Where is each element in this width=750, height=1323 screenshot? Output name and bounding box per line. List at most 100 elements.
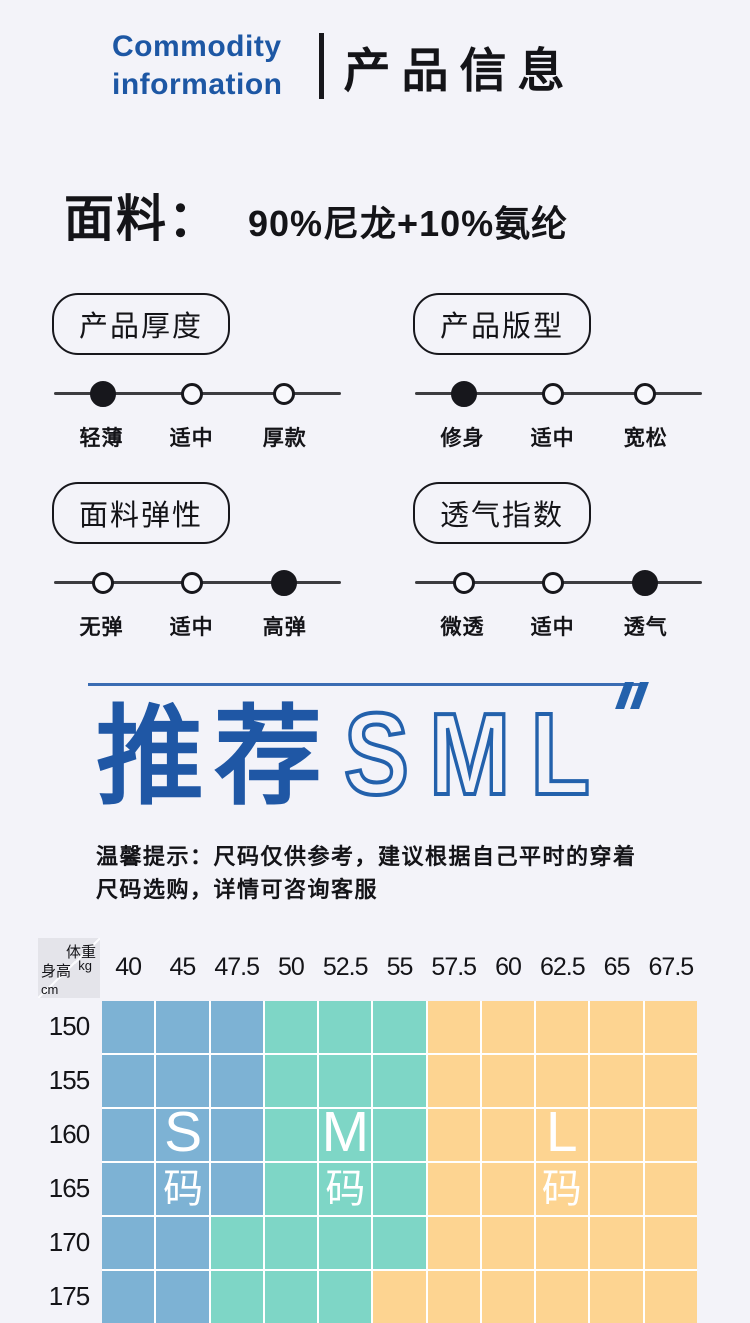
spec-option-label: 宽松	[623, 426, 668, 450]
size-cell-m	[264, 1108, 318, 1161]
size-cell-s	[102, 1108, 155, 1161]
size-cell-l	[481, 1108, 535, 1161]
spec-dot-selected	[450, 380, 477, 407]
recommendation-prefix: 推荐	[96, 695, 333, 817]
corner-weight-label: 体重	[65, 943, 96, 961]
weight-header-cell: 67.5	[648, 953, 695, 982]
size-cell-l	[536, 1054, 589, 1107]
size-cell-l	[481, 1162, 535, 1215]
spec-scale-fit	[415, 380, 702, 407]
size-cell-s	[102, 1270, 155, 1323]
header-english-line1: Commodity	[112, 30, 282, 63]
height-header-cell: 175	[48, 1281, 90, 1312]
size-cell-l	[590, 1162, 643, 1215]
spec-option-label: 适中	[169, 426, 214, 450]
height-header-cell: 150	[48, 1011, 90, 1042]
size-cell-l	[536, 1162, 589, 1215]
size-cell-m	[210, 1216, 263, 1269]
spec-dot-hollow	[541, 382, 564, 405]
spec-scale-breathability	[415, 569, 702, 596]
size-cell-l	[644, 1000, 697, 1053]
spec-title-pill-fit: 产品版型	[413, 292, 592, 355]
corner-weight-unit: kg	[78, 957, 92, 973]
spec-title-pill-breathability: 透气指数	[413, 481, 592, 544]
fabric-label: 面料：	[64, 190, 220, 247]
size-cell-l	[427, 1216, 480, 1269]
size-cell-l	[590, 1108, 643, 1161]
size-cell-l	[590, 1270, 643, 1323]
spec-dot-hollow	[452, 571, 475, 594]
size-cell-l	[481, 1000, 535, 1053]
size-cell-l	[536, 1216, 589, 1269]
height-header-cell: 170	[48, 1227, 90, 1258]
spec-card-fit: 产品版型修身 适中 宽松	[413, 292, 704, 450]
weight-header-cell: 57.5	[431, 953, 477, 982]
corner-height-unit: cm	[41, 981, 59, 997]
size-cell-m	[264, 1054, 318, 1107]
spec-scale-elasticity	[54, 569, 341, 596]
page-title: 产品信息	[343, 43, 576, 97]
weight-header-row: 40 45 47.5 50 52.5 55 57.5 60 62.5 65 67.5	[102, 938, 697, 998]
size-cell-l	[536, 1270, 589, 1323]
size-cell-m	[319, 1054, 372, 1107]
spec-option-label: 适中	[530, 615, 575, 639]
size-region-suffix-l: 码	[541, 1166, 582, 1211]
size-region-suffix-s: 码	[163, 1166, 204, 1211]
spec-dot-hollow	[633, 382, 656, 405]
spec-option-label: 无弹	[79, 615, 124, 639]
spec-card-breathability: 透气指数 微透 适中 透气	[413, 481, 704, 639]
spec-option-label: 高弹	[262, 615, 307, 639]
spec-title-pill-thickness: 产品厚度	[52, 292, 231, 355]
size-cell-l	[427, 1108, 480, 1161]
weight-header-cell: 55	[386, 953, 414, 982]
weight-header-cell: 40	[115, 953, 142, 982]
size-cell-l	[590, 1054, 643, 1107]
size-cell-l	[590, 1216, 643, 1269]
size-cell-l	[536, 1000, 589, 1053]
spec-dot-selected	[631, 569, 658, 596]
size-cell-m	[319, 1108, 372, 1161]
size-cell-m	[373, 1162, 426, 1215]
weight-header-cell: 62.5	[539, 953, 586, 982]
spec-dot-hollow	[541, 571, 564, 594]
size-cell-m	[319, 1162, 372, 1215]
spec-dot-selected	[89, 380, 116, 407]
size-cell-s	[156, 1270, 209, 1323]
size-cell-l	[644, 1216, 697, 1269]
spec-dot-hollow	[91, 571, 114, 594]
size-cell-m	[210, 1270, 263, 1323]
size-cell-s	[156, 1000, 209, 1053]
size-cell-s	[156, 1054, 209, 1107]
height-header-col: 150 155 160 165 170 175	[38, 1001, 100, 1323]
weight-header-cell: 60	[495, 953, 522, 982]
fabric-section: 面料： 90%尼龙+10%氨纶	[64, 179, 750, 251]
size-cell-s	[210, 1108, 263, 1161]
spec-dot-selected	[270, 569, 297, 596]
size-cell-s	[102, 1054, 155, 1107]
spec-dot-hollow	[272, 382, 295, 405]
size-cell-l	[644, 1162, 697, 1215]
weight-header-cell: 65	[603, 953, 631, 982]
weight-header-cell: 52.5	[322, 953, 369, 982]
size-cell-m	[319, 1216, 372, 1269]
spec-card-thickness: 产品厚度 轻薄 适中 厚款	[52, 292, 343, 450]
size-region-suffix-m: 码	[325, 1166, 366, 1211]
size-cell-s	[102, 1000, 155, 1053]
size-cell-l	[427, 1270, 480, 1323]
spec-option-labels: 修身 适中 宽松	[413, 422, 704, 450]
page-header: Commodity information 产品信息	[0, 0, 750, 105]
size-cell-l	[536, 1108, 589, 1161]
size-cell-s	[156, 1216, 209, 1269]
header-english-line2: information	[112, 68, 283, 102]
size-tip-line2: 尺码选购，详情可咨询客服	[96, 876, 379, 902]
size-cell-s	[210, 1000, 263, 1053]
spec-grid: 产品厚度 轻薄 适中 厚款 产品版型 修身 适中 宽松 面料弹性 无弹 适中 高弹 透气指数 微透 适中 透气	[52, 292, 704, 639]
size-cell-l	[590, 1000, 643, 1053]
size-cell-m	[319, 1000, 372, 1053]
spec-option-label: 透气	[623, 615, 668, 639]
size-cell-l	[373, 1270, 426, 1323]
size-region-letter-l: L	[545, 1100, 578, 1165]
size-cell-l	[644, 1054, 697, 1107]
size-cell-m	[373, 1216, 426, 1269]
